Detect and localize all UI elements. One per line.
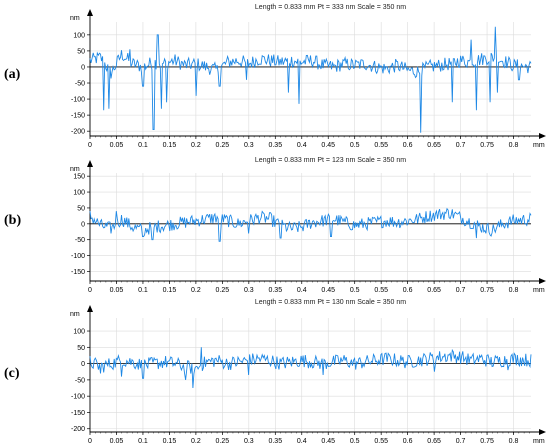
x-tick-label: 0.65 xyxy=(427,438,441,445)
profile-line xyxy=(89,347,532,389)
x-tick-label: 0 xyxy=(88,142,92,149)
x-tick-label: 0.15 xyxy=(163,287,177,294)
x-tick-label: 0.35 xyxy=(268,142,282,149)
x-tick-label: 0.6 xyxy=(403,142,413,149)
x-tick-label: 0.4 xyxy=(297,438,307,445)
y-unit-label: nm xyxy=(70,166,80,173)
x-tick-label: 0.05 xyxy=(110,438,124,445)
x-tick-label: 0.1 xyxy=(138,438,148,445)
y-tick-label: -100 xyxy=(71,394,85,401)
y-tick-label: 100 xyxy=(73,32,85,39)
x-unit-label: mm xyxy=(533,438,545,445)
x-unit-label: mm xyxy=(533,142,545,149)
x-tick-label: 0.55 xyxy=(374,438,388,445)
panel-label-b: (b) xyxy=(4,213,22,228)
y-tick-label: -150 xyxy=(71,269,85,276)
y-tick-label: -200 xyxy=(71,129,85,136)
y-tick-label: -150 xyxy=(71,410,85,417)
x-tick-label: 0.65 xyxy=(427,142,441,149)
y-axis-arrow xyxy=(87,160,93,167)
x-tick-label: 0.25 xyxy=(216,142,230,149)
y-tick-label: 0 xyxy=(81,221,85,228)
x-tick-label: 0.2 xyxy=(191,287,201,294)
chart-title: Length = 0.833 mm Pt = 130 nm Scale = 35… xyxy=(255,299,406,306)
x-tick-label: 0.75 xyxy=(480,438,494,445)
x-tick-label: 0.45 xyxy=(321,287,335,294)
y-tick-label: 50 xyxy=(77,345,85,352)
x-tick-label: 0.75 xyxy=(480,287,494,294)
y-tick-label: 50 xyxy=(77,48,85,55)
panel-label-c: (c) xyxy=(4,366,20,381)
x-tick-label: 0.4 xyxy=(297,142,307,149)
x-axis-arrow xyxy=(539,429,546,435)
y-tick-label: -150 xyxy=(71,113,85,120)
x-tick-label: 0.65 xyxy=(427,287,441,294)
x-tick-label: 0.7 xyxy=(456,438,466,445)
x-tick-label: 0.15 xyxy=(163,142,177,149)
x-tick-label: 0.7 xyxy=(456,142,466,149)
x-tick-label: 0.7 xyxy=(456,287,466,294)
y-unit-label: nm xyxy=(70,311,80,318)
y-tick-label: 0 xyxy=(81,361,85,368)
y-tick-label: -100 xyxy=(71,253,85,260)
x-tick-label: 0.8 xyxy=(509,287,519,294)
x-tick-label: 0.3 xyxy=(244,438,254,445)
x-tick-label: 0.6 xyxy=(403,438,413,445)
x-tick-label: 0.55 xyxy=(374,287,388,294)
y-tick-label: 150 xyxy=(73,174,85,181)
y-tick-label: 0 xyxy=(81,64,85,71)
y-tick-label: -100 xyxy=(71,97,85,104)
x-tick-label: 0.2 xyxy=(191,142,201,149)
y-unit-label: nm xyxy=(70,15,80,22)
y-tick-label: -50 xyxy=(75,237,85,244)
x-tick-label: 0.45 xyxy=(321,438,335,445)
x-tick-label: 0.75 xyxy=(480,142,494,149)
x-tick-label: 0.05 xyxy=(110,287,124,294)
y-tick-label: -200 xyxy=(71,426,85,433)
chart-title: Length = 0.833 mm Pt = 123 nm Scale = 35… xyxy=(255,157,406,164)
y-tick-label: -50 xyxy=(75,377,85,384)
y-axis-arrow xyxy=(87,305,93,312)
y-tick-label: 50 xyxy=(77,205,85,212)
x-tick-label: 0.2 xyxy=(191,438,201,445)
x-tick-label: 0.55 xyxy=(374,142,388,149)
y-tick-label: 100 xyxy=(73,329,85,336)
x-tick-label: 0.05 xyxy=(110,142,124,149)
profile-line xyxy=(89,207,532,242)
panel-label-a: (a) xyxy=(4,67,21,82)
y-tick-label: -50 xyxy=(75,81,85,88)
x-tick-label: 0.1 xyxy=(138,287,148,294)
x-tick-label: 0.3 xyxy=(244,142,254,149)
x-tick-label: 0.4 xyxy=(297,287,307,294)
chart-title: Length = 0.833 mm Pt = 333 nm Scale = 35… xyxy=(255,4,406,11)
profile-line xyxy=(89,26,532,133)
x-tick-label: 0.5 xyxy=(350,438,360,445)
x-tick-label: 0.25 xyxy=(216,438,230,445)
x-tick-label: 0.5 xyxy=(350,142,360,149)
x-tick-label: 0.35 xyxy=(268,287,282,294)
x-tick-label: 0.35 xyxy=(268,438,282,445)
x-unit-label: mm xyxy=(533,287,545,294)
y-axis-arrow xyxy=(87,9,93,16)
x-tick-label: 0.15 xyxy=(163,438,177,445)
x-tick-label: 0 xyxy=(88,287,92,294)
x-tick-label: 0.45 xyxy=(321,142,335,149)
x-tick-label: 0.1 xyxy=(138,142,148,149)
x-tick-label: 0 xyxy=(88,438,92,445)
x-tick-label: 0.5 xyxy=(350,287,360,294)
x-tick-label: 0.8 xyxy=(509,438,519,445)
x-axis-arrow xyxy=(539,133,546,139)
x-axis-arrow xyxy=(539,278,546,284)
x-tick-label: 0.8 xyxy=(509,142,519,149)
y-tick-label: 100 xyxy=(73,190,85,197)
x-tick-label: 0.6 xyxy=(403,287,413,294)
x-tick-label: 0.25 xyxy=(216,287,230,294)
x-tick-label: 0.3 xyxy=(244,287,254,294)
